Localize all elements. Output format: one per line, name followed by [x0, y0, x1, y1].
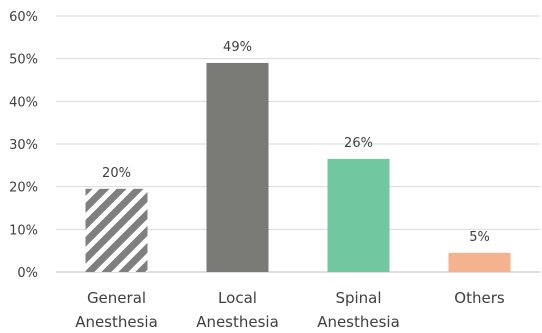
- data-labels: 20% 49% 26% 5%: [102, 40, 490, 245]
- category-labels: General Anesthesia Local Anesthesia Spinal An…: [75, 289, 505, 331]
- bar: [206, 62, 269, 272]
- category-label: Local: [218, 289, 257, 307]
- y-tick-label: 30%: [9, 138, 38, 153]
- y-tick-label: 0%: [17, 266, 38, 281]
- data-label: 26%: [344, 136, 373, 151]
- y-tick-label: 60%: [9, 10, 38, 25]
- category-label: Anesthesia: [317, 313, 400, 331]
- category-label: Spinal: [335, 289, 381, 307]
- bars: [85, 62, 511, 272]
- y-tick-label: 40%: [9, 95, 38, 110]
- bar: [327, 158, 390, 272]
- y-tick-label: 20%: [9, 181, 38, 196]
- category-label: Others: [454, 289, 505, 307]
- data-label: 49%: [223, 40, 252, 55]
- y-tick-label: 10%: [9, 223, 38, 238]
- y-tick-label: 50%: [9, 53, 38, 68]
- category-label: Anesthesia: [196, 313, 279, 331]
- bar: [85, 188, 148, 272]
- bar: [448, 252, 511, 272]
- y-axis-tick-labels: 0% 10% 20% 30% 40% 50% 60%: [9, 10, 38, 281]
- category-label: Anesthesia: [75, 313, 158, 331]
- data-label: 20%: [102, 166, 131, 181]
- data-label: 5%: [469, 230, 490, 245]
- category-label: General: [87, 289, 146, 307]
